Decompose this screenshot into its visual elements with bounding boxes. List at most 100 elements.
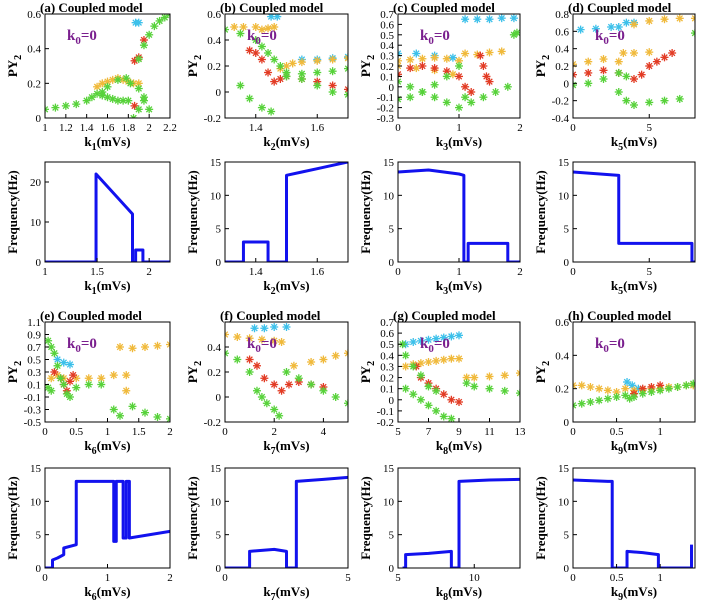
data-point-green [328,88,337,96]
x-axis-label: k3(mVs) [436,278,482,297]
data-point-red [485,77,494,86]
data-point-orange-ray [584,58,592,65]
axes-frame [44,13,171,119]
y-tick-label: 0.8 [555,9,569,21]
data-point-red [406,64,415,73]
data-point-green-ray [425,383,432,390]
x-tick-label: 0 [570,266,576,278]
data-point-green-ray [595,397,603,404]
data-point-green [401,384,410,393]
x-tick-label: 1.6 [310,266,324,278]
data-point-orange-ray [516,372,520,377]
data-point-orange [257,25,266,34]
data-point-green-ray [135,55,143,63]
data-point-orange [406,55,415,64]
data-point-green-ray [344,402,348,407]
data-point-green-ray [443,73,451,80]
data-point-green [430,80,439,89]
y-tick-label: 0.6 [380,19,394,31]
y-tick-label: -0.5 [24,417,42,429]
data-point-green-ray [237,30,244,37]
data-point-green-ray [578,400,585,407]
y-tick-label: -0.1 [377,92,394,104]
data-point-orange-ray [516,369,520,375]
y-tick-label: 10 [558,496,570,508]
axes-frame [44,161,171,263]
data-point-green-ray [85,381,93,388]
frequency-line [402,477,520,568]
data-point-orange-ray [135,80,143,87]
data-point-red-ray [398,71,402,76]
data-point-orange-ray [448,355,455,362]
data-point-cyan [273,14,282,21]
data-point-green-ray [45,108,49,113]
data-point-green-ray [156,17,163,25]
data-point-green [225,25,229,34]
data-point-green [682,381,691,390]
data-point-red-ray [448,396,455,404]
data-point-green-ray [225,26,229,31]
data-point-green-ray [463,379,470,387]
data-point-orange [614,57,623,66]
y-tick-label: 0.3 [27,367,41,379]
data-point-green-ray [448,415,455,422]
data-point-orange [319,355,328,364]
data-point-orange [455,56,463,65]
data-point-orange-ray [307,358,315,366]
data-point-green-ray [264,49,272,57]
y-tick-label: 0 [389,82,395,94]
y-tick-label: -0.2 [204,417,221,429]
data-point-green-ray [623,73,630,80]
data-point-orange-ray [154,342,161,350]
x-tick-label: 1 [105,426,111,438]
x-axis-label: k6(mVs) [84,584,130,603]
data-point-red-ray [258,56,266,63]
data-point-orange [277,338,286,346]
y-tick-label: 0.6 [555,26,569,38]
y-tick-label: -0.4 [552,113,570,125]
data-point-red-ray [246,356,253,363]
data-point-green [424,382,433,391]
data-point-orange-ray [166,343,170,348]
axes-frame [397,161,521,263]
x-tick-label: 0 [570,426,576,438]
y-axis-label: PY2 [358,55,377,77]
data-point-red [430,64,439,73]
data-point-green [245,368,254,376]
y-tick-label: 0 [389,257,395,269]
data-point-red-ray [140,36,148,44]
x-axis-label: k5(mVs) [611,134,657,153]
data-point-red-ray [261,374,268,382]
data-point-green-ray [676,95,684,103]
data-point-red-ray [246,47,253,54]
data-point-green [116,411,124,420]
chart-e-scatter: 0 0.5 1 1.5 2-0.5-0.3-0.10.10.30.50.70.91.1k… [5,308,173,457]
data-point-orange [430,53,439,62]
data-point-green [122,74,131,83]
data-point-green-ray [467,99,475,106]
data-point-orange-ray [573,382,577,387]
data-point-green-ray [141,409,149,416]
data-point-orange-ray [398,62,402,67]
chart-f-line: 0 5 0 5 10 15 k7(mVs) Frequency(Hz) [185,463,351,603]
data-point-green-ray [645,99,653,106]
data-point-green [145,30,154,39]
data-point-green [282,72,291,81]
data-point-red-ray [277,75,284,83]
x-tick-label: 0 [570,572,576,584]
data-point-cyan-ray [577,26,584,33]
x-tick-label: 1.5 [132,426,146,438]
data-point-cyan-ray [283,323,290,331]
data-point-red-ray [406,64,414,72]
data-point-orange-ray [630,49,638,57]
data-point-cyan [250,324,259,333]
data-point-green-ray [455,104,463,111]
data-point-red [270,77,279,86]
data-point-green [252,386,261,395]
data-point-cyan-ray [413,50,420,57]
data-point-orange-ray [398,59,402,65]
data-point-green-ray [344,93,348,98]
data-point-red [637,70,646,79]
data-point-orange [584,57,593,66]
data-point-green [245,94,254,103]
